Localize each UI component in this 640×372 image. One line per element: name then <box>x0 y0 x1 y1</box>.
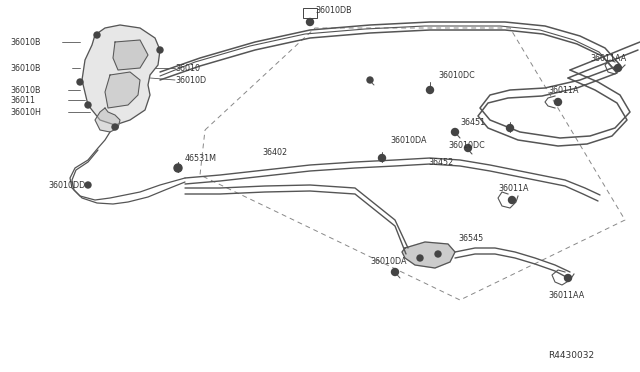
Circle shape <box>451 128 458 135</box>
Text: 36010D: 36010D <box>175 76 206 84</box>
Text: 36545: 36545 <box>458 234 483 243</box>
Text: 36010B: 36010B <box>10 64 40 73</box>
Circle shape <box>435 251 441 257</box>
Circle shape <box>157 47 163 53</box>
Bar <box>303 8 317 18</box>
Circle shape <box>392 269 399 276</box>
Text: 36010DB: 36010DB <box>315 6 351 15</box>
Circle shape <box>367 77 373 83</box>
Circle shape <box>77 79 83 85</box>
Text: 46531M: 46531M <box>185 154 217 163</box>
Text: 36451: 36451 <box>460 118 485 126</box>
Circle shape <box>378 154 385 161</box>
Circle shape <box>112 124 118 130</box>
Circle shape <box>465 144 472 151</box>
Text: 36011A: 36011A <box>498 183 529 192</box>
Circle shape <box>417 255 423 261</box>
Polygon shape <box>95 108 120 132</box>
Circle shape <box>426 87 433 93</box>
Text: 36010B: 36010B <box>10 38 40 46</box>
Text: R4430032: R4430032 <box>548 350 594 359</box>
Circle shape <box>509 196 515 203</box>
Text: 36010: 36010 <box>175 64 200 73</box>
Circle shape <box>85 182 91 188</box>
Text: 36010H: 36010H <box>10 108 41 116</box>
Text: 36010B: 36010B <box>10 86 40 94</box>
Circle shape <box>506 125 513 131</box>
Text: 36010DA: 36010DA <box>370 257 406 266</box>
Text: 36010DC: 36010DC <box>438 71 475 80</box>
Circle shape <box>564 275 572 282</box>
Text: 36011AA: 36011AA <box>590 54 627 62</box>
Text: 36452: 36452 <box>428 157 453 167</box>
Text: 36011A: 36011A <box>548 86 579 94</box>
Text: 36011: 36011 <box>10 96 35 105</box>
Text: 36010DA: 36010DA <box>390 135 426 144</box>
Text: 36402: 36402 <box>262 148 287 157</box>
Circle shape <box>554 99 561 106</box>
Text: 36010DC: 36010DC <box>448 141 484 150</box>
Polygon shape <box>402 242 455 268</box>
Circle shape <box>94 32 100 38</box>
Polygon shape <box>113 40 148 70</box>
Polygon shape <box>105 72 140 108</box>
Text: 36011AA: 36011AA <box>548 291 584 299</box>
Circle shape <box>307 19 314 26</box>
Circle shape <box>614 64 621 71</box>
Polygon shape <box>82 25 160 125</box>
Circle shape <box>85 102 91 108</box>
Text: 36010DD: 36010DD <box>48 180 85 189</box>
Circle shape <box>174 164 182 172</box>
